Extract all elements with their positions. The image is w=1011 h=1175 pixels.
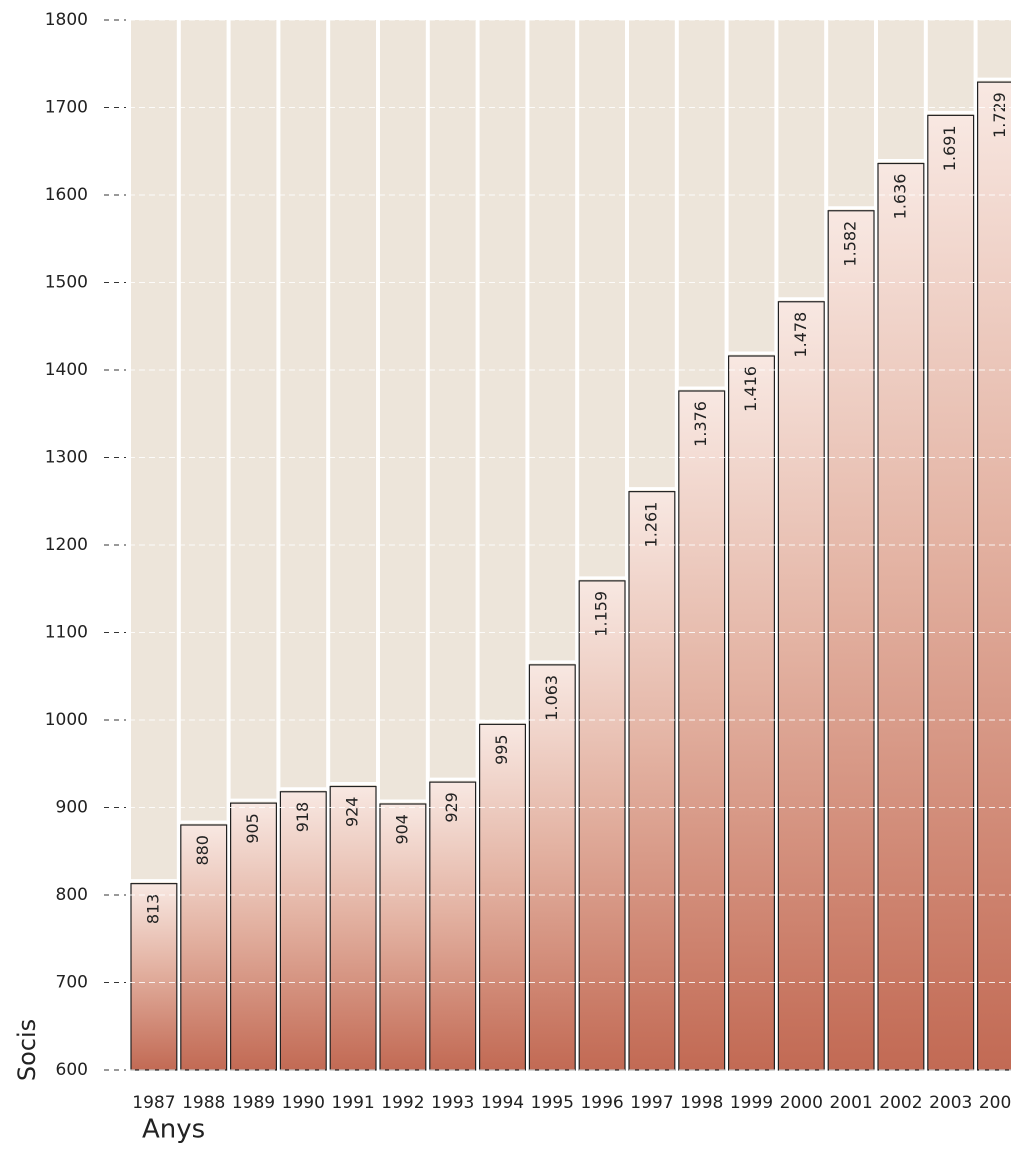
y-tick-label: 1500 — [45, 273, 88, 293]
bar — [629, 492, 675, 1070]
y-tick-label: 1100 — [45, 623, 88, 643]
value-label: 1.691 — [940, 125, 959, 171]
bar — [280, 792, 326, 1070]
bar — [679, 391, 725, 1070]
value-label: 1.478 — [791, 312, 810, 358]
x-tick-label: 1997 — [630, 1093, 673, 1113]
x-tick-label: 1990 — [282, 1093, 325, 1113]
bar — [828, 211, 874, 1070]
x-tick-label: 1992 — [381, 1093, 424, 1113]
x-tick-label: 1996 — [580, 1093, 623, 1113]
y-tick-label: 1200 — [45, 535, 88, 555]
bar — [928, 115, 974, 1070]
y-tick-label: 800 — [56, 885, 88, 905]
value-label: 1.582 — [841, 221, 860, 267]
y-tick-label: 900 — [56, 798, 88, 818]
bar — [330, 787, 376, 1071]
x-tick-label: 1993 — [431, 1093, 474, 1113]
bar — [579, 581, 625, 1070]
bar — [729, 356, 775, 1070]
x-tick-label: 2000 — [780, 1093, 823, 1113]
value-label: 1.376 — [691, 401, 710, 447]
y-tick-label: 1600 — [45, 185, 88, 205]
value-label: 1.636 — [890, 174, 909, 220]
y-tick-label: 1700 — [45, 98, 88, 118]
x-tick-label: 2002 — [879, 1093, 922, 1113]
value-label: 1.729 — [990, 92, 1009, 138]
x-tick-label: 2001 — [829, 1093, 872, 1113]
x-tick-label: 2003 — [929, 1093, 972, 1113]
x-tick-label: 1991 — [331, 1093, 374, 1113]
value-label: 1.416 — [741, 366, 760, 412]
x-tick-label: 1995 — [531, 1093, 574, 1113]
y-tick-label: 1800 — [45, 10, 88, 30]
x-tick-label: 1987 — [132, 1093, 175, 1113]
x-axis-label: Anys — [142, 1115, 205, 1145]
bar — [978, 82, 1011, 1070]
value-label: 995 — [492, 734, 511, 765]
x-tick-label: 1998 — [680, 1093, 723, 1113]
bar — [778, 302, 824, 1070]
value-label: 1.159 — [592, 591, 611, 637]
y-axis-label: Socis — [13, 1019, 41, 1081]
value-label: 1.261 — [641, 502, 660, 548]
value-label: 924 — [343, 797, 362, 828]
x-tick-label: 1999 — [730, 1093, 773, 1113]
bar — [480, 724, 526, 1070]
value-label: 813 — [143, 894, 162, 925]
bar — [878, 164, 924, 1071]
value-label: 1.063 — [542, 675, 561, 721]
bar — [430, 782, 476, 1070]
y-tick-label: 1000 — [45, 710, 88, 730]
y-tick-label: 1300 — [45, 448, 88, 468]
value-label: 905 — [243, 813, 262, 844]
chart: 600 700 800 900 1000 1100 1200 1300 1400 1500 1600… — [0, 0, 1011, 1175]
value-label: 880 — [193, 835, 212, 866]
bar — [529, 665, 575, 1070]
x-tick-label: 1989 — [232, 1093, 275, 1113]
y-tick-label: 600 — [56, 1060, 88, 1080]
value-label: 918 — [293, 802, 312, 833]
y-tick-label: 700 — [56, 973, 88, 993]
y-tick-label: 1400 — [45, 360, 88, 380]
value-label: 904 — [392, 814, 411, 845]
x-tick-label: 2004 — [979, 1093, 1011, 1113]
x-tick-label: 1994 — [481, 1093, 524, 1113]
x-tick-label: 1988 — [182, 1093, 225, 1113]
